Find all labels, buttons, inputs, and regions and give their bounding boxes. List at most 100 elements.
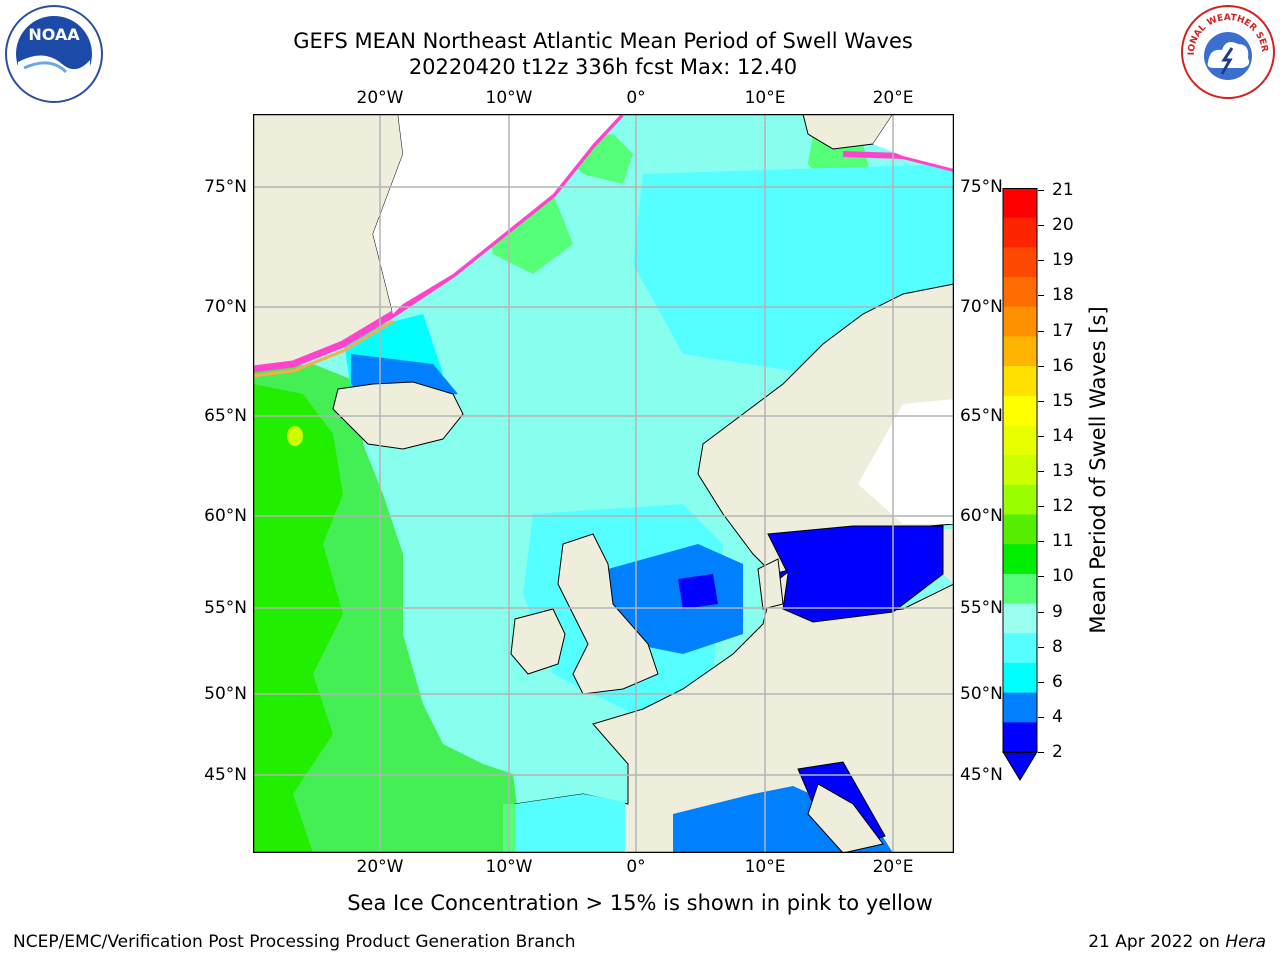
colorbar-tick-label: 13: [1052, 461, 1074, 481]
lat-label-left-45n: 45°N: [204, 765, 247, 785]
finland-land: [943, 529, 954, 584]
footer-branch: NCEP/EMC/Verification Post Processing Pr…: [13, 932, 576, 952]
colorbar-frame: [1002, 188, 1038, 753]
gulf-of-bothnia-nodata: [858, 399, 954, 524]
ireland-land: [510, 608, 566, 675]
great-britain-land: [557, 533, 659, 695]
lat-label-right-55n: 55°N: [960, 598, 1003, 618]
colorbar-swatch: [1003, 395, 1037, 426]
colorbar-swatch: [1003, 573, 1037, 605]
noaa-logo-text: NOAA: [28, 25, 80, 44]
colorbar-tick-label: 2: [1052, 742, 1063, 762]
colorbar-swatch: [1003, 692, 1037, 723]
colorbar-tick-label: 6: [1052, 671, 1063, 692]
swell-zone-northsea-blue: [603, 544, 743, 654]
lon-label-top-10w: 10°W: [485, 88, 533, 108]
lat-label-right-60n: 60°N: [960, 506, 1003, 526]
sea-ice-caption: Sea Ice Concentration > 15% is shown in …: [347, 891, 933, 915]
colorbar-swatch: [1003, 277, 1037, 308]
colorbar-tick-label: 12: [1052, 496, 1074, 517]
colorbar-swatch: [1003, 633, 1037, 664]
colorbar-swatch: [1003, 425, 1037, 456]
colorbar-swatch: [1003, 514, 1037, 545]
lat-label-left-65n: 65°N: [204, 406, 247, 426]
colorbar-tick: [1038, 190, 1044, 191]
colorbar-tick: [1038, 471, 1044, 472]
chart-subtitle: 20220420 t12z 336h fcst Max: 12.40: [408, 55, 798, 79]
footer-date: 21 Apr 2022 on Hera: [1088, 932, 1266, 952]
colorbar-tick: [1038, 295, 1044, 297]
lat-label-left-60n: 60°N: [204, 506, 247, 526]
colorbar-swatch: [1003, 188, 1037, 219]
lon-label-bottom-20e: 20°E: [872, 857, 914, 877]
lat-label-right-70n: 70°N: [960, 297, 1003, 317]
colorbar-swatch: [1003, 336, 1037, 367]
lon-label-top-20w: 20°W: [356, 88, 404, 108]
colorbar-swatches: [1002, 188, 1038, 781]
colorbar-tick-label: 16: [1052, 355, 1074, 376]
swell-period-map: [252, 111, 955, 854]
lat-label-right-50n: 50°N: [960, 684, 1003, 704]
map-frame: [252, 113, 955, 854]
colorbar-swatch: [1003, 217, 1037, 248]
colorbar-tick-label: 11: [1052, 531, 1074, 552]
lat-label-left-50n: 50°N: [204, 684, 247, 704]
sea-ice-region-north: [373, 114, 621, 314]
colorbar-swatch: [1003, 603, 1037, 634]
colorbar-tick-label: 17: [1052, 320, 1074, 341]
colorbar-tick-label: 21: [1052, 180, 1074, 200]
colorbar-tick-label: 18: [1052, 285, 1074, 306]
colorbar-tick: [1038, 365, 1044, 367]
swell-max-spot: [287, 426, 303, 446]
noaa-logo: NOAA: [4, 4, 104, 104]
lat-label-right-65n: 65°N: [960, 406, 1003, 426]
colorbar-tick: [1038, 330, 1044, 332]
italy-land: [807, 783, 884, 854]
colorbar-swatch: [1003, 247, 1037, 278]
colorbar-tick: [1038, 506, 1044, 508]
colorbar-swatch: [1003, 484, 1037, 516]
colorbar-tick: [1038, 752, 1044, 753]
bay-of-biscay: [515, 794, 625, 853]
colorbar-tick: [1038, 646, 1044, 648]
colorbar-swatch: [1003, 455, 1037, 486]
colorbar-tick-label: 19: [1052, 250, 1074, 271]
colorbar-tick-label: 9: [1052, 601, 1063, 622]
swell-zone-northsea-darkblue: [678, 574, 718, 609]
colorbar-swatch: [1003, 722, 1037, 753]
lat-label-left-75n: 75°N: [204, 177, 247, 197]
lat-label-right-45n: 45°N: [960, 765, 1003, 785]
colorbar-tick-label: 15: [1052, 390, 1074, 411]
footer-date-text: 21 Apr 2022 on: [1088, 932, 1226, 952]
colorbar-tick-label: 20: [1052, 215, 1074, 236]
colorbar-swatch: [1003, 544, 1037, 575]
lon-label-bottom-10e: 10°E: [744, 857, 786, 877]
lon-label-bottom-0: 0°: [626, 857, 646, 877]
colorbar-tick: [1038, 611, 1044, 613]
colorbar: [1002, 188, 1038, 782]
sea-ice-edge-greenland-inner: [252, 319, 394, 378]
colorbar-tick: [1038, 260, 1044, 262]
colorbar-tick: [1038, 400, 1044, 402]
colorbar-tick-label: 14: [1052, 425, 1074, 446]
map-graticule: [253, 114, 954, 853]
colorbar-tick-label: 10: [1052, 566, 1074, 587]
colorbar-tick: [1038, 541, 1044, 543]
chart-title: GEFS MEAN Northeast Atlantic Mean Period…: [293, 29, 913, 53]
lat-label-left-70n: 70°N: [204, 297, 247, 317]
lon-label-top-0: 0°: [626, 88, 646, 108]
colorbar-tick: [1038, 225, 1044, 227]
footer-host: Hera: [1225, 932, 1266, 952]
colorbar-underflow: [1002, 751, 1038, 781]
colorbar-label: Mean Period of Swell Waves [s]: [1086, 306, 1110, 634]
colorbar-tick: [1038, 716, 1044, 718]
colorbar-tick: [1038, 681, 1044, 683]
lon-label-bottom-10w: 10°W: [485, 857, 533, 877]
colorbar-tick: [1038, 435, 1044, 437]
nws-logo: NATIONAL WEATHER SERVICE: [1176, 0, 1276, 100]
colorbar-swatch: [1003, 306, 1037, 337]
map-panel: [252, 111, 955, 854]
colorbar-tick-label: 8: [1052, 636, 1063, 657]
lat-label-left-55n: 55°N: [204, 598, 247, 618]
colorbar-swatch: [1003, 366, 1037, 397]
